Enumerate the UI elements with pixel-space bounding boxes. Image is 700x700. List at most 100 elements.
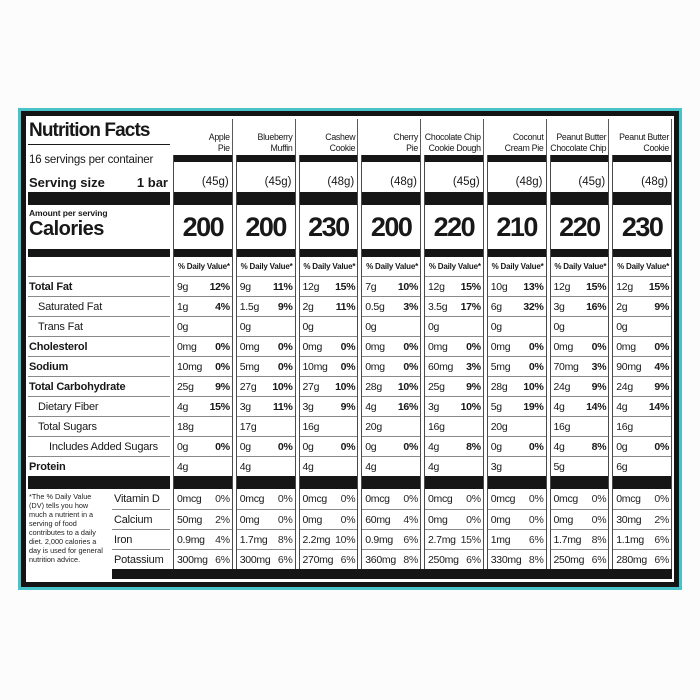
percent-daily-value: 10% [335, 380, 356, 393]
amount-value: 50mg [177, 513, 203, 526]
micronutrient-value-cell: 1mg 6% [487, 529, 546, 549]
serving-weight: (45g) [578, 176, 606, 188]
amount-value: 0g [490, 440, 502, 453]
amount-value: 0mg [365, 340, 385, 353]
amount-value: 5mg [490, 360, 511, 373]
product-column: Cashew Cookie (48g) 230 % Daily Value* 12g 15… [298, 119, 359, 582]
product-column-body: (45g) 200% Daily Value* 9g 12% 1g 4% 0g 0mg 0% 10… [173, 155, 233, 569]
amount-value: 250mg [428, 553, 459, 566]
panel-title: Nutrition Facts [28, 119, 170, 145]
percent-daily-value: 0% [277, 440, 293, 453]
amount-value: 25g [177, 380, 194, 393]
amount-value: 0g [553, 320, 565, 333]
product-column-body: (45g) 220 % Daily Value* 12g 15% 3.5g 17% 0g 0mg… [424, 155, 484, 569]
amount-value: 0mcg [239, 493, 265, 505]
percent-daily-value: 6% [591, 553, 607, 566]
percent-daily-value: 9% [654, 300, 669, 313]
product-column: Coconut Cream Pie (48g) 210 % Daily Value* 1… [486, 119, 547, 582]
amount-value: 9g [177, 280, 189, 293]
nutrient-row-label: Protein [28, 456, 170, 476]
percent-daily-value: 11% [272, 400, 293, 413]
amount-value: 1.5g [239, 300, 260, 313]
amount-value: 5mg [239, 360, 260, 373]
divider-bar [174, 476, 232, 489]
serving-weight: (48g) [390, 176, 417, 188]
nutrient-value-cell: 90mg 4% [613, 356, 671, 376]
nutrient-value-cell: 0g 0% [487, 436, 546, 456]
amount-value: 2g [616, 300, 628, 313]
calories-value: 200 [370, 211, 413, 242]
amount-value: 4g [177, 400, 189, 413]
percent-daily-value: 10% [523, 380, 544, 393]
amount-value: 27g [239, 380, 257, 393]
percent-daily-value: 0% [591, 513, 607, 526]
amount-value: 0mg [302, 340, 323, 353]
product-name: Cherry Pie [361, 119, 421, 155]
nutrient-value-cell: 3g 9% [299, 396, 358, 416]
amount-value: 0mcg [616, 493, 641, 505]
amount-value: 16g [428, 420, 445, 433]
divider-bar [550, 249, 609, 257]
percent-daily-value: 0% [528, 440, 544, 453]
amount-value: 0mg [428, 340, 448, 353]
percent-daily-value: 4% [654, 360, 669, 373]
percent-daily-value: 0% [528, 340, 544, 353]
percent-daily-value: 10% [460, 400, 481, 413]
calories-value: 210 [496, 211, 538, 242]
amount-value: 24g [553, 380, 571, 393]
nutrient-value-cell: 6g [613, 456, 671, 476]
amount-value: 4g [239, 460, 251, 473]
percent-daily-value: 15% [335, 280, 356, 293]
amount-value: 12g [616, 280, 633, 293]
amount-value: 280mg [616, 553, 647, 566]
divider-bar [362, 249, 420, 257]
micronutrient-value-cell: 250mg 6% [425, 549, 483, 569]
product-column: Blueberry Muffin (45g) 200 % Daily Value* 9g… [235, 119, 296, 582]
nutrient-value-cell: 3g 16% [550, 296, 609, 316]
divider-bar [550, 155, 609, 162]
micronutrient-value-cell: 0mg 0% [236, 509, 295, 529]
micronutrient-value-cell: 270mg 6% [299, 549, 358, 569]
percent-daily-value: 10% [272, 380, 293, 393]
amount-value: 0g [302, 320, 314, 333]
product-name: Cashew Cookie [299, 119, 359, 155]
product-name: Blueberry Muffin [236, 119, 296, 155]
percent-daily-value: 15% [460, 280, 481, 293]
serving-weight: (45g) [264, 176, 292, 188]
percent-daily-value: 10% [335, 533, 356, 546]
micronutrient-value-cell: 0mcg 0% [174, 489, 232, 509]
micronutrient-value-cell: 300mg 6% [236, 549, 295, 569]
divider-bar [236, 476, 295, 489]
amount-value: 12g [553, 280, 571, 293]
product-name: Coconut Cream Pie [487, 119, 547, 155]
nutrient-value-cell: 10g 13% [487, 276, 546, 296]
calories-value: 200 [245, 211, 287, 242]
product-column: Cherry Pie (48g) 200 % Daily Value* 7g 10% 0.5… [361, 119, 421, 582]
product-column-body: (45g) 220 % Daily Value* 12g 15% 3g 16% 0g 0mg 0%… [549, 155, 610, 569]
product-name: Peanut Butter Chocolate Chip [550, 119, 610, 155]
divider-bar [299, 155, 358, 162]
divider-bar [425, 249, 483, 257]
micronutrient-row-label: Calcium [112, 509, 170, 529]
amount-value: 20g [365, 420, 382, 433]
amount-value: 4g [365, 460, 377, 473]
percent-daily-value: 17% [460, 300, 481, 313]
micronutrient-row-label: Potassium [112, 549, 170, 569]
nutrient-value-cell: 4g [236, 456, 295, 476]
amount-value: 1g [177, 300, 189, 313]
nutrient-value-cell: 0mg 0% [613, 336, 671, 356]
nutrition-facts-panel: Nutrition Facts 16 servings per containe… [18, 108, 682, 590]
micronutrient-value-cell: 0mcg 0% [613, 489, 671, 509]
micronutrient-value-cell: 330mg 8% [487, 549, 546, 569]
percent-daily-value: 0% [466, 513, 481, 526]
nutrient-value-cell: 20g [362, 416, 420, 436]
divider-bar [613, 249, 671, 257]
daily-value-header: % Daily Value* [303, 262, 356, 271]
nutrient-value-cell: 0g 0% [299, 436, 358, 456]
nutrient-row-label: Total Fat [28, 276, 170, 296]
amount-value: 0mcg [428, 493, 453, 505]
percent-daily-value: 8% [591, 533, 607, 546]
percent-daily-value: 8% [277, 533, 293, 546]
nutrient-value-cell: 5g 19% [487, 396, 546, 416]
amount-value: 0mcg [490, 493, 516, 505]
